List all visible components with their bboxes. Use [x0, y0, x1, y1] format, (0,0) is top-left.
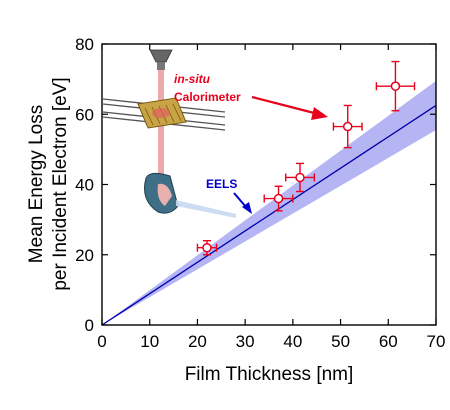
point-marker: [273, 193, 284, 204]
calorimeter-arrow: [251, 95, 319, 116]
data-point: [375, 60, 416, 112]
y-tick-label: 80: [75, 35, 94, 54]
axis-ticks: 0 10 20 30 40 50 60 70 0 20 40 60 80: [75, 35, 445, 351]
point-marker: [342, 121, 353, 132]
x-tick-label: 10: [140, 332, 159, 351]
point-marker: [390, 81, 401, 91]
experiment-schematic: [102, 49, 236, 218]
y-tick-label: 0: [85, 316, 94, 335]
data-point: [332, 104, 363, 149]
eels-annotation: EELS: [206, 177, 252, 214]
calorimeter-label-italic: in-situ: [174, 72, 211, 86]
eels-arrow: [233, 192, 247, 208]
x-tick-label: 0: [97, 332, 106, 351]
data-point: [263, 185, 294, 212]
point-marker: [295, 172, 305, 183]
y-tick-label: 20: [75, 246, 94, 265]
y-axis-label-line1: Mean Energy Loss: [26, 105, 47, 263]
fit-confidence-band: [102, 80, 436, 325]
data-point: [196, 239, 218, 256]
x-tick-label: 40: [283, 332, 302, 351]
x-tick-label: 50: [331, 332, 350, 351]
x-axis-label: Film Thickness [nm]: [185, 364, 354, 385]
eels-arrow-head: [242, 202, 252, 214]
x-tick-label: 30: [236, 332, 255, 351]
y-tick-label: 40: [75, 176, 94, 195]
x-tick-label: 60: [379, 332, 398, 351]
y-tick-label: 60: [75, 105, 94, 124]
fit-line: [101, 104, 437, 326]
y-axis-label-line2: per Incident Electron [eV]: [50, 77, 71, 290]
calorimeter-arrow-head: [311, 107, 328, 120]
eels-label: EELS: [206, 177, 237, 191]
calorimeter-annotation: in-situ Calorimeter: [174, 72, 328, 120]
x-tick-label: 20: [188, 332, 207, 351]
point-marker: [202, 242, 212, 253]
x-tick-label: 70: [427, 332, 446, 351]
calorimeter-label: Calorimeter: [174, 90, 241, 104]
data-points: [196, 60, 416, 256]
data-point: [285, 162, 316, 193]
